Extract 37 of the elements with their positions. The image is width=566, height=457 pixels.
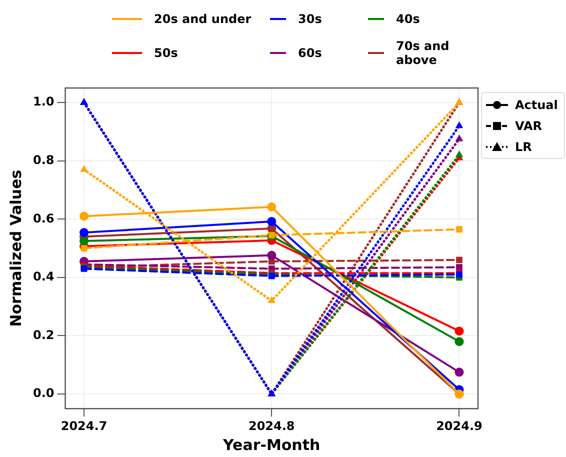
point [80, 165, 88, 172]
point [267, 202, 276, 212]
point [267, 250, 276, 260]
legend-label: 50s [154, 46, 179, 60]
point [455, 121, 464, 128]
point [456, 226, 462, 233]
point [80, 245, 88, 252]
point [267, 216, 276, 226]
legend-label: 30s [298, 12, 323, 26]
legend-label: 60s [298, 46, 323, 60]
legend-label: 40s [396, 12, 421, 26]
x-tick-label: 2024.8 [248, 418, 295, 433]
legend-label: 70s and above [396, 39, 450, 67]
point [268, 296, 276, 304]
y-tick-label: 0.8 [32, 152, 54, 167]
point [80, 236, 89, 246]
x-tick-label: 2024.9 [436, 418, 482, 433]
point [456, 264, 462, 270]
point [454, 368, 464, 377]
point [268, 232, 275, 238]
point [454, 337, 464, 346]
y-tick-label: 0.6 [32, 211, 54, 226]
point [454, 326, 464, 336]
x-tick-label: 2024.7 [60, 418, 108, 433]
x-axis-title: Year-Month [222, 436, 320, 454]
point [80, 228, 89, 238]
text: Actual [515, 98, 558, 112]
y-tick-label: 0.2 [32, 328, 54, 342]
y-axis-title: Normalized Values [6, 170, 25, 327]
y-tick-label: 0.0 [32, 386, 54, 400]
y-tick-label: 1.0 [32, 94, 54, 109]
text: VAR [515, 118, 542, 132]
point [80, 212, 89, 221]
y-tick-label: 0.4 [32, 270, 54, 284]
legend-label: 20s and under [154, 12, 252, 26]
text: LR [515, 140, 532, 154]
point [456, 256, 462, 264]
